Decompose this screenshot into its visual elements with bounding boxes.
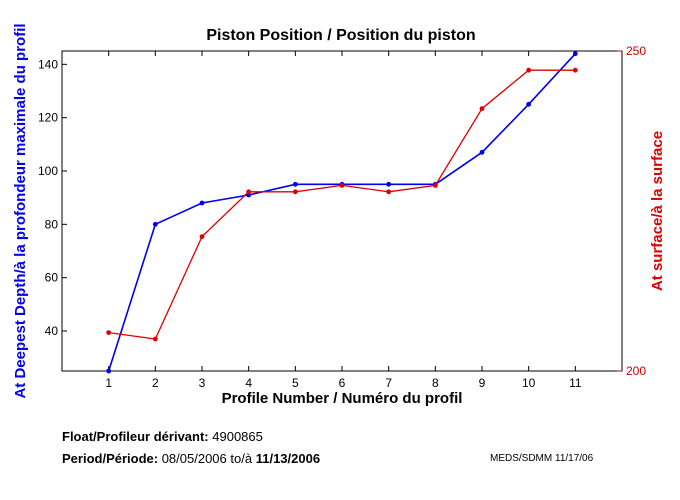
- y-left-tick-label: 80: [45, 217, 59, 231]
- y-left-tick-label: 60: [45, 271, 59, 285]
- x-tick-label: 1: [105, 376, 112, 390]
- period-start: 08/05/2006: [161, 451, 227, 466]
- chart-title: Piston Position / Position du piston: [206, 27, 475, 44]
- series-surface: [106, 67, 578, 342]
- data-point: [152, 221, 158, 227]
- data-point: [432, 183, 438, 188]
- data-point: [526, 67, 532, 73]
- x-tick-label: 10: [522, 376, 536, 390]
- y-left-tick-label: 40: [45, 324, 59, 338]
- data-point: [386, 181, 392, 187]
- data-point: [292, 189, 298, 195]
- data-point: [246, 189, 252, 195]
- period-separator: to/à: [230, 451, 253, 466]
- data-point: [106, 368, 112, 374]
- x-axis-label: Profile Number / Numéro du profil: [222, 390, 463, 407]
- series-deepest: [106, 51, 578, 374]
- data-point: [479, 149, 485, 155]
- period-label: Period/Période:: [62, 451, 159, 466]
- y-axis-label-right: At surface/à la surface: [649, 131, 666, 291]
- y-left-tick-label: 100: [38, 164, 58, 178]
- data-point: [479, 106, 485, 111]
- y-right-tick-label: 200: [626, 364, 646, 378]
- x-tick-label: 6: [339, 376, 346, 390]
- data-point: [526, 101, 532, 107]
- series-line: [108, 69, 576, 340]
- series-line: [107, 53, 576, 372]
- period-end: 11/13/2006: [255, 451, 321, 466]
- float-id-line: Float/Profileur dérivant: 4900865: [62, 429, 263, 444]
- plot-area-frame: [61, 50, 623, 372]
- y-left-tick-label: 140: [38, 57, 58, 71]
- y-axis-label-left: At Deepest Depth/à la profondeur maximal…: [12, 23, 29, 398]
- x-tick-label: 4: [245, 376, 252, 390]
- data-point: [339, 183, 345, 188]
- data-point: [152, 336, 158, 342]
- x-tick-label: 9: [479, 376, 486, 390]
- x-tick-label: 11: [569, 376, 582, 390]
- data-point: [572, 67, 578, 73]
- x-tick-label: 5: [292, 376, 299, 390]
- axis-ticks: 1 2 3 4 5 6 7 8 9 10 11 40 60 80 100 120 140 200 250: [38, 44, 646, 390]
- series-layer: [106, 51, 578, 374]
- data-point: [292, 181, 298, 187]
- x-tick-label: 3: [199, 376, 206, 390]
- x-tick-label: 8: [432, 376, 439, 390]
- data-point: [106, 330, 112, 335]
- data-point: [572, 51, 578, 57]
- float-id: 4900865: [212, 429, 263, 444]
- data-point: [199, 200, 205, 206]
- y-right-tick-label: 250: [626, 44, 646, 58]
- float-label: Float/Profileur dérivant:: [62, 429, 209, 444]
- data-point: [199, 234, 205, 240]
- y-left-tick-label: 120: [38, 111, 58, 125]
- data-point: [386, 189, 392, 195]
- meds-stamp: MEDS/SDMM 11/17/06: [490, 453, 594, 464]
- period-line: Period/Période: 08/05/2006 to/à 11/13/20…: [62, 451, 320, 466]
- x-tick-label: 2: [152, 376, 159, 390]
- x-tick-label: 7: [385, 376, 392, 390]
